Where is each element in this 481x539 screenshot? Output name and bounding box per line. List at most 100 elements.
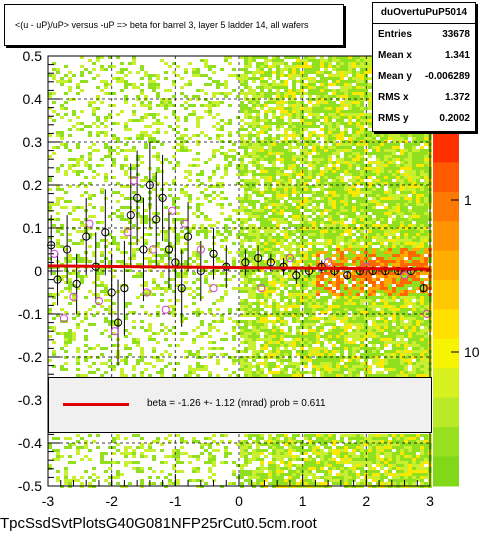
heat-cell	[312, 476, 316, 479]
heat-cell	[72, 164, 76, 167]
heat-cell	[356, 131, 360, 134]
heat-cell	[264, 197, 268, 200]
heat-cell	[296, 101, 300, 104]
heat-cell	[208, 452, 212, 455]
heat-cell	[172, 305, 176, 308]
heat-cell	[304, 65, 308, 68]
heat-cell	[332, 68, 336, 71]
heat-cell	[348, 257, 352, 260]
heat-cell	[200, 320, 204, 323]
heat-cell	[132, 320, 136, 323]
heat-cell	[100, 260, 104, 263]
heat-cell	[252, 476, 256, 479]
heat-cell	[240, 197, 244, 200]
heat-cell	[160, 323, 164, 326]
heat-cell	[364, 89, 368, 92]
heat-cell	[356, 482, 360, 485]
heat-cell	[244, 197, 248, 200]
heat-cell	[312, 260, 316, 263]
heat-cell	[328, 242, 332, 245]
heat-cell	[152, 338, 156, 341]
heat-cell	[292, 161, 296, 164]
heat-cell	[268, 137, 272, 140]
heat-cell	[276, 200, 280, 203]
heat-cell	[356, 320, 360, 323]
heat-cell	[336, 185, 340, 188]
heat-cell	[288, 299, 292, 302]
heat-cell	[60, 188, 64, 191]
heat-cell	[92, 176, 96, 179]
heat-cell	[304, 197, 308, 200]
heat-cell	[304, 59, 308, 62]
heat-cell	[252, 326, 256, 329]
heat-cell	[284, 107, 288, 110]
heat-cell	[284, 335, 288, 338]
heat-cell	[292, 347, 296, 350]
heat-cell	[344, 368, 348, 371]
heat-cell	[68, 281, 72, 284]
heat-cell	[196, 311, 200, 314]
heat-cell	[264, 104, 268, 107]
heat-cell	[284, 176, 288, 179]
heat-cell	[168, 287, 172, 290]
heat-cell	[188, 200, 192, 203]
heat-cell	[200, 212, 204, 215]
heat-cell	[292, 455, 296, 458]
heat-cell	[324, 362, 328, 365]
heat-cell	[280, 80, 284, 83]
heat-cell	[348, 446, 352, 449]
heat-cell	[276, 239, 280, 242]
heat-cell	[360, 257, 364, 260]
heat-cell	[288, 344, 292, 347]
heat-cell	[304, 77, 308, 80]
heat-cell	[224, 152, 228, 155]
heat-cell	[212, 314, 216, 317]
heat-cell	[256, 473, 260, 476]
heat-cell	[316, 230, 320, 233]
heat-cell	[304, 83, 308, 86]
heat-cell	[296, 251, 300, 254]
heat-cell	[348, 452, 352, 455]
heat-cell	[196, 467, 200, 470]
heat-cell	[288, 305, 292, 308]
heat-cell	[356, 368, 360, 371]
heat-cell	[288, 437, 292, 440]
heat-cell	[264, 170, 268, 173]
heat-cell	[312, 350, 316, 353]
heat-cell	[184, 116, 188, 119]
heat-cell	[340, 278, 344, 281]
heat-cell	[256, 95, 260, 98]
heat-cell	[292, 206, 296, 209]
heat-cell	[268, 353, 272, 356]
heat-cell	[208, 83, 212, 86]
heat-cell	[340, 89, 344, 92]
heat-cell	[284, 200, 288, 203]
heat-cell	[284, 95, 288, 98]
heat-cell	[324, 440, 328, 443]
heat-cell	[144, 74, 148, 77]
heat-cell	[256, 335, 260, 338]
heat-cell	[368, 77, 372, 80]
heat-cell	[312, 212, 316, 215]
heat-cell	[176, 74, 180, 77]
heat-cell	[280, 290, 284, 293]
heat-cell	[244, 233, 248, 236]
heat-cell	[304, 311, 308, 314]
heat-cell	[316, 290, 320, 293]
heat-cell	[80, 80, 84, 83]
heat-cell	[116, 470, 120, 473]
heat-cell	[112, 440, 116, 443]
heat-cell	[344, 338, 348, 341]
heat-cell	[360, 278, 364, 281]
heat-cell	[196, 254, 200, 257]
heat-cell	[252, 128, 256, 131]
heat-cell	[156, 152, 160, 155]
heat-cell	[364, 185, 368, 188]
heat-cell	[340, 203, 344, 206]
heat-cell	[204, 197, 208, 200]
heat-cell	[68, 149, 72, 152]
heat-cell	[340, 59, 344, 62]
heat-cell	[312, 371, 316, 374]
heat-cell	[336, 245, 340, 248]
heat-cell	[252, 119, 256, 122]
